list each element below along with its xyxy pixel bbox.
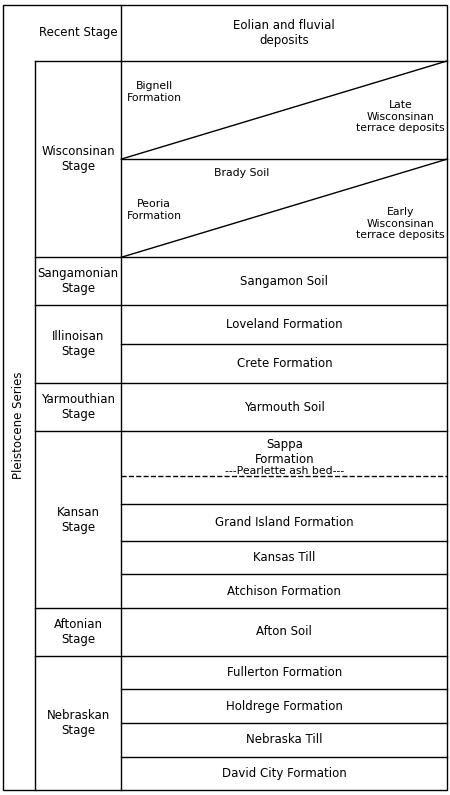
Text: Afton Soil: Afton Soil bbox=[256, 625, 312, 638]
Text: Early
Wisconsinan
terrace deposits: Early Wisconsinan terrace deposits bbox=[356, 207, 445, 240]
Text: Peoria
Formation: Peoria Formation bbox=[127, 200, 182, 221]
Text: ---Pearlette ash bed---: ---Pearlette ash bed--- bbox=[225, 466, 344, 475]
Text: Yarmouthian
Stage: Yarmouthian Stage bbox=[41, 394, 115, 421]
Text: Brady Soil: Brady Soil bbox=[214, 168, 270, 178]
Text: Loveland Formation: Loveland Formation bbox=[226, 318, 342, 331]
Text: David City Formation: David City Formation bbox=[222, 767, 347, 780]
Text: Fullerton Formation: Fullerton Formation bbox=[227, 666, 342, 679]
Text: Holdrege Formation: Holdrege Formation bbox=[226, 700, 343, 712]
Text: Aftonian
Stage: Aftonian Stage bbox=[54, 618, 103, 646]
Text: Kansan
Stage: Kansan Stage bbox=[57, 506, 99, 533]
Text: Nebraska Till: Nebraska Till bbox=[246, 733, 323, 747]
Text: Eolian and fluvial
deposits: Eolian and fluvial deposits bbox=[234, 19, 335, 47]
Text: Illinoisan
Stage: Illinoisan Stage bbox=[52, 330, 104, 359]
Text: Pleistocene Series: Pleistocene Series bbox=[12, 372, 25, 479]
Text: Bignell
Formation: Bignell Formation bbox=[127, 82, 182, 103]
Text: Sangamon Soil: Sangamon Soil bbox=[240, 274, 328, 288]
Text: Yarmouth Soil: Yarmouth Soil bbox=[244, 401, 325, 414]
Text: Wisconsinan
Stage: Wisconsinan Stage bbox=[41, 145, 115, 173]
Text: Recent Stage: Recent Stage bbox=[39, 26, 117, 39]
Text: Sappa
Formation: Sappa Formation bbox=[255, 437, 314, 466]
Text: Nebraskan
Stage: Nebraskan Stage bbox=[46, 709, 110, 737]
Text: Kansas Till: Kansas Till bbox=[253, 551, 315, 564]
Text: Atchison Formation: Atchison Formation bbox=[227, 584, 341, 598]
Text: Sangamonian
Stage: Sangamonian Stage bbox=[37, 267, 119, 295]
Text: Late
Wisconsinan
terrace deposits: Late Wisconsinan terrace deposits bbox=[356, 100, 445, 134]
Text: Crete Formation: Crete Formation bbox=[237, 357, 332, 370]
Text: Grand Island Formation: Grand Island Formation bbox=[215, 516, 354, 529]
